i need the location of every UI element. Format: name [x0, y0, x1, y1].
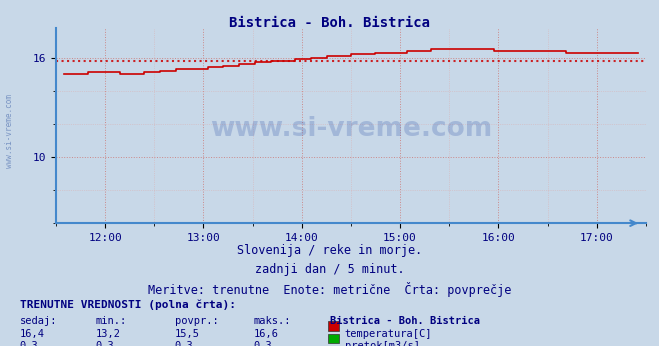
- Text: www.si-vreme.com: www.si-vreme.com: [5, 94, 14, 169]
- Text: min.:: min.:: [96, 316, 127, 326]
- Text: zadnji dan / 5 minut.: zadnji dan / 5 minut.: [254, 263, 405, 276]
- Text: 0,3: 0,3: [20, 341, 38, 346]
- Text: www.si-vreme.com: www.si-vreme.com: [210, 116, 492, 142]
- Text: Bistrica - Boh. Bistrica: Bistrica - Boh. Bistrica: [330, 316, 480, 326]
- Text: sedaj:: sedaj:: [20, 316, 57, 326]
- Text: 0,3: 0,3: [96, 341, 114, 346]
- Text: TRENUTNE VREDNOSTI (polna črta):: TRENUTNE VREDNOSTI (polna črta):: [20, 299, 236, 310]
- Text: maks.:: maks.:: [254, 316, 291, 326]
- Text: 16,4: 16,4: [20, 329, 45, 339]
- Text: 0,3: 0,3: [254, 341, 272, 346]
- Text: Meritve: trenutne  Enote: metrične  Črta: povprečje: Meritve: trenutne Enote: metrične Črta: …: [148, 282, 511, 297]
- Text: 13,2: 13,2: [96, 329, 121, 339]
- Text: povpr.:: povpr.:: [175, 316, 218, 326]
- Text: 16,6: 16,6: [254, 329, 279, 339]
- Text: 0,3: 0,3: [175, 341, 193, 346]
- Text: Bistrica - Boh. Bistrica: Bistrica - Boh. Bistrica: [229, 16, 430, 29]
- Text: pretok[m3/s]: pretok[m3/s]: [345, 341, 420, 346]
- Text: Slovenija / reke in morje.: Slovenija / reke in morje.: [237, 244, 422, 257]
- Text: 15,5: 15,5: [175, 329, 200, 339]
- Text: temperatura[C]: temperatura[C]: [345, 329, 432, 339]
